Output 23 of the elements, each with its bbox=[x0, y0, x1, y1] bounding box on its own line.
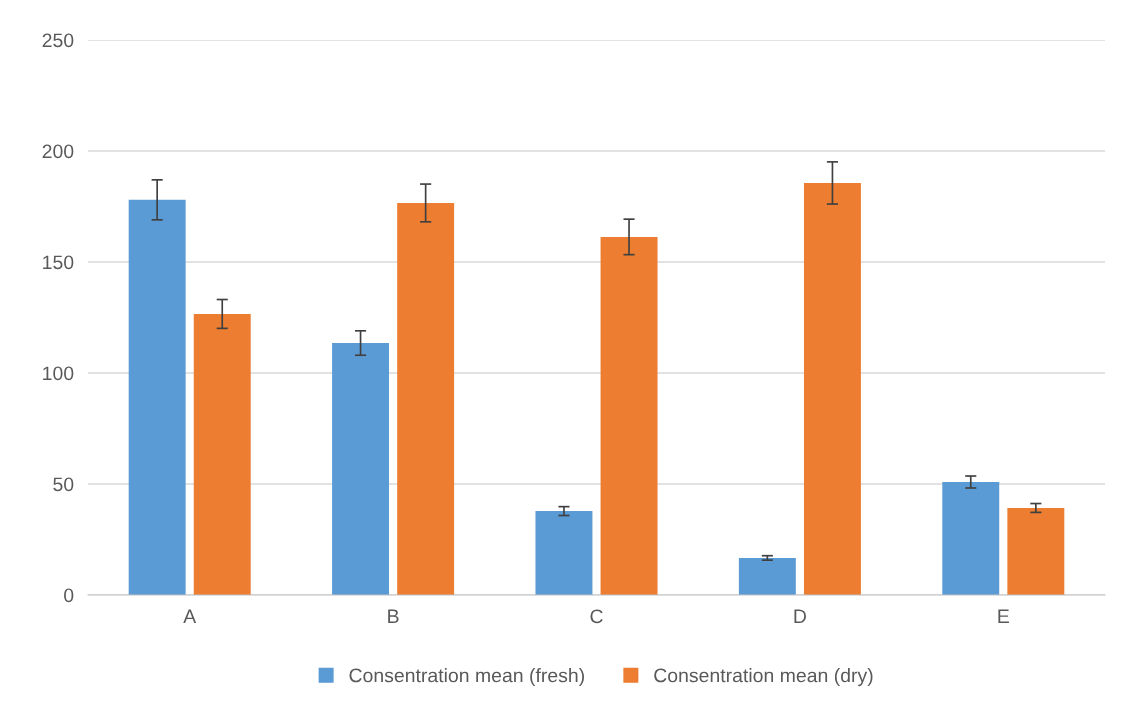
bar bbox=[942, 482, 1000, 595]
x-tick-label: B bbox=[388, 609, 399, 623]
bar bbox=[1007, 507, 1065, 595]
bar bbox=[600, 236, 658, 595]
legend-label: Consentration mean (dry) bbox=[654, 668, 873, 687]
y-tick-label: 150 bbox=[43, 255, 74, 270]
x-tick-label: D bbox=[794, 609, 806, 623]
legend-label: Consentration mean (fresh) bbox=[349, 668, 584, 687]
bar bbox=[332, 343, 390, 595]
y-tick-label: 0 bbox=[64, 588, 74, 603]
bar bbox=[738, 557, 796, 595]
bar bbox=[193, 313, 251, 595]
y-tick-label: 100 bbox=[43, 366, 74, 381]
y-tick-label: 200 bbox=[42, 144, 74, 159]
x-tick-label: C bbox=[590, 609, 603, 624]
x-tick-label: A bbox=[183, 609, 197, 623]
bar bbox=[128, 199, 186, 595]
bar bbox=[397, 202, 455, 595]
x-tick-label: E bbox=[998, 609, 1009, 623]
y-tick-label: 250 bbox=[42, 33, 74, 48]
y-tick-label: 50 bbox=[53, 477, 74, 492]
bar bbox=[803, 182, 861, 595]
bar bbox=[535, 511, 593, 595]
